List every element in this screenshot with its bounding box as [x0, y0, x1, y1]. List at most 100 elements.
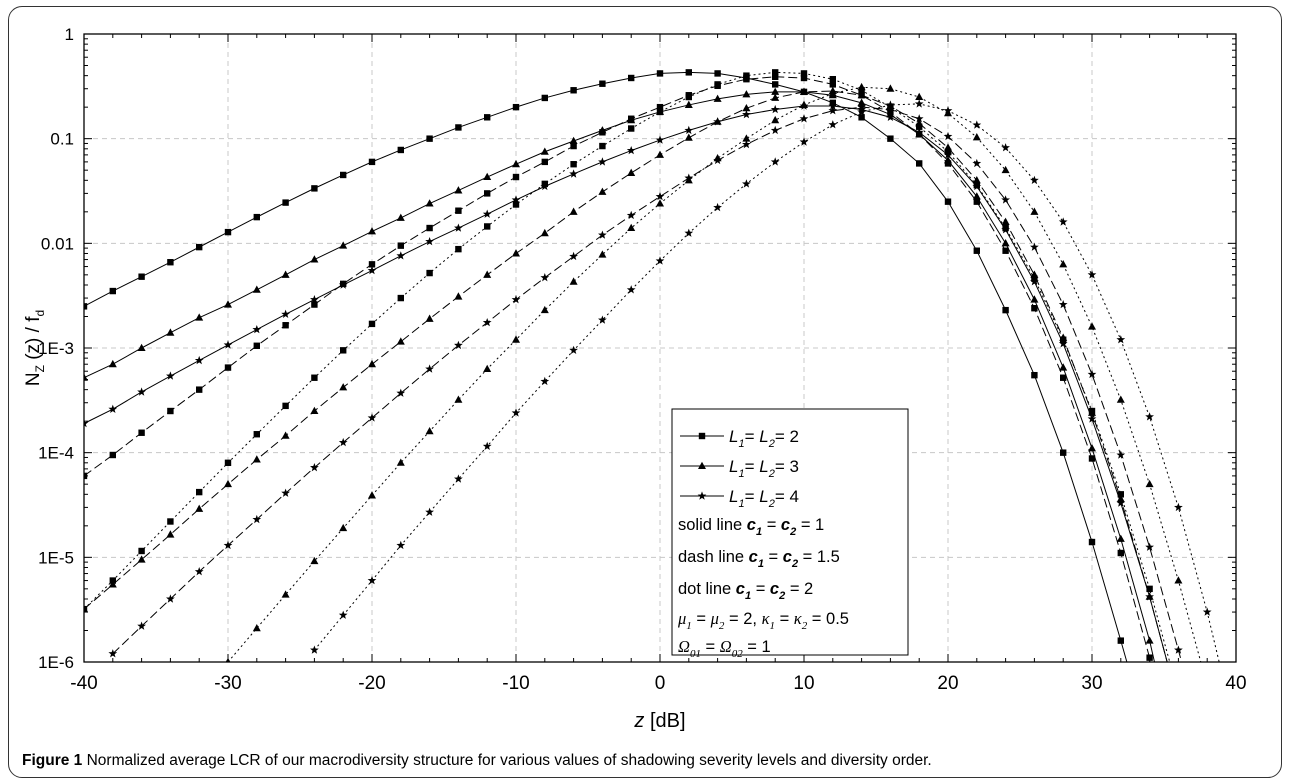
data-point	[1087, 369, 1097, 379]
legend-box	[671, 408, 909, 656]
data-point	[84, 373, 88, 381]
data-point	[253, 431, 260, 438]
data-point	[684, 100, 693, 108]
series-lines	[84, 71, 1220, 662]
data-point	[223, 540, 233, 550]
data-point	[1145, 636, 1154, 644]
data-point	[1058, 299, 1068, 309]
legend-label: L1= L2= 4	[729, 487, 799, 510]
data-point	[742, 134, 751, 142]
data-point	[656, 150, 664, 158]
data-point	[656, 103, 664, 111]
data-point	[1001, 195, 1010, 204]
data-point	[656, 108, 664, 116]
data-point	[569, 136, 578, 144]
data-point	[281, 431, 290, 439]
data-point	[886, 84, 895, 92]
data-point	[396, 337, 405, 345]
data-point	[685, 69, 692, 76]
data-point	[224, 459, 232, 467]
series-line-L2-c1	[84, 71, 1128, 662]
y-axis-label: NZ (z) / fd	[23, 310, 47, 386]
data-point	[655, 135, 665, 144]
data-point	[1146, 585, 1153, 593]
data-point	[914, 114, 924, 123]
data-point	[800, 87, 808, 95]
data-point	[684, 228, 694, 237]
data-point	[425, 199, 434, 207]
data-point	[799, 114, 809, 123]
data-point	[311, 374, 318, 381]
data-point	[569, 251, 578, 261]
data-point	[368, 359, 376, 368]
data-point	[252, 324, 262, 334]
legend-marker	[698, 432, 706, 440]
data-point	[685, 93, 692, 101]
data-point	[829, 75, 836, 83]
data-point	[368, 158, 376, 166]
data-point	[310, 255, 319, 263]
data-point	[914, 99, 924, 108]
data-point	[196, 386, 203, 393]
data-point	[195, 504, 204, 512]
data-point	[252, 455, 261, 463]
data-point	[310, 556, 319, 565]
data-point	[512, 249, 520, 257]
data-point	[540, 305, 549, 314]
data-point	[1030, 242, 1039, 251]
data-point	[310, 463, 319, 472]
data-point	[455, 207, 462, 214]
data-point	[570, 142, 577, 150]
data-point	[1145, 479, 1154, 488]
data-point	[1087, 270, 1097, 279]
data-point	[858, 87, 865, 94]
data-point	[108, 404, 118, 413]
data-point	[454, 186, 463, 194]
data-point	[713, 117, 722, 125]
data-point	[282, 199, 289, 206]
data-point	[569, 169, 578, 178]
legend-marker	[697, 491, 707, 500]
data-point	[1116, 450, 1126, 459]
data-point	[1088, 538, 1096, 546]
data-point	[569, 345, 578, 355]
data-point	[887, 135, 894, 142]
data-point	[512, 335, 520, 343]
data-point	[626, 285, 636, 294]
data-point	[1001, 217, 1010, 225]
data-point	[1059, 363, 1068, 371]
data-point	[541, 158, 548, 166]
data-point	[1058, 217, 1068, 226]
data-point	[944, 160, 952, 167]
data-point	[1174, 645, 1183, 654]
data-point	[828, 106, 838, 115]
data-point	[1030, 175, 1039, 185]
data-point	[1059, 260, 1068, 268]
data-point	[511, 195, 521, 204]
data-point	[655, 256, 665, 265]
data-point	[1087, 414, 1097, 423]
data-point	[570, 87, 577, 94]
data-point	[194, 355, 204, 365]
data-point	[1060, 374, 1067, 381]
data-point	[252, 285, 261, 293]
data-point	[484, 223, 491, 230]
series-line-L3-c1	[84, 91, 1155, 662]
data-point	[511, 295, 521, 304]
data-point	[943, 131, 953, 141]
data-point	[396, 540, 406, 550]
data-point	[512, 201, 520, 208]
data-point	[772, 69, 779, 76]
data-point	[713, 153, 722, 162]
data-point	[84, 303, 88, 310]
data-point	[109, 451, 116, 459]
axis-ticks: -40 -30 -20 -10 0 10 20 30 40 1E-6 1E-5 1E-4 1E-3 0.0…	[38, 25, 1246, 694]
data-point	[1145, 412, 1154, 421]
legend-label: L1= L2= 2	[729, 427, 799, 450]
data-point	[570, 161, 577, 168]
data-point	[1031, 371, 1038, 379]
data-point	[137, 343, 146, 351]
data-point	[713, 94, 722, 102]
data-point	[167, 407, 174, 415]
data-point	[1145, 592, 1154, 600]
